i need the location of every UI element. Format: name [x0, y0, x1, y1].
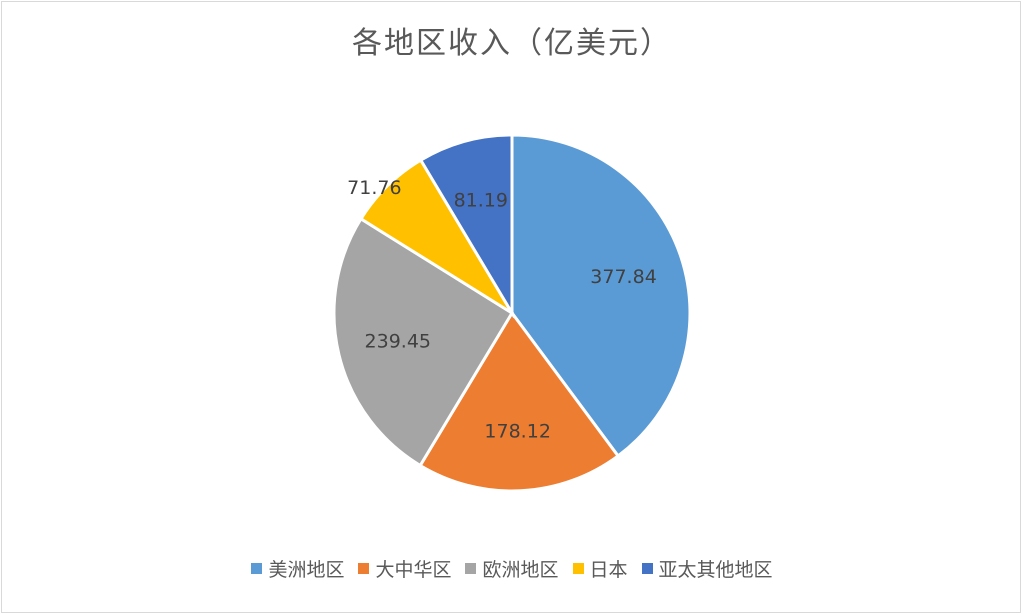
pie-slice-5 — [418, 133, 514, 319]
legend-label: 日本 — [589, 559, 628, 581]
legend-item-3: 欧洲地区 — [465, 555, 559, 582]
legend-item-5: 亚太其他地区 — [641, 555, 773, 582]
chart-title: 各地区收入（亿美元） — [352, 26, 672, 61]
legend-item-1: 美洲地区 — [251, 555, 344, 582]
pie-slice-1 — [510, 133, 692, 459]
data-label-2: 178.12 — [484, 420, 550, 442]
data-label-3: 239.45 — [365, 330, 431, 352]
data-label-1: 377.84 — [590, 266, 656, 288]
legend-label: 大中华区 — [375, 559, 452, 581]
legend-item-2: 大中华区 — [358, 555, 451, 582]
legend-swatch — [572, 563, 584, 574]
data-label-5: 81.19 — [454, 190, 508, 212]
legend-item-4: 日本 — [572, 555, 628, 582]
legend-swatch — [251, 563, 263, 574]
legend-swatch — [641, 563, 653, 574]
chart-legend: 美洲地区 大中华区 欧洲地区 日本 亚太其他地区 — [0, 555, 1024, 582]
data-label-4: 71.76 — [347, 177, 401, 199]
legend-label: 欧洲地区 — [482, 559, 559, 581]
legend-label: 亚太其他地区 — [658, 559, 773, 581]
pie-slice-3 — [332, 216, 515, 468]
legend-swatch — [465, 563, 477, 574]
legend-swatch — [358, 563, 370, 574]
pie-slice-2 — [418, 310, 621, 493]
legend-label: 美洲地区 — [268, 559, 345, 581]
